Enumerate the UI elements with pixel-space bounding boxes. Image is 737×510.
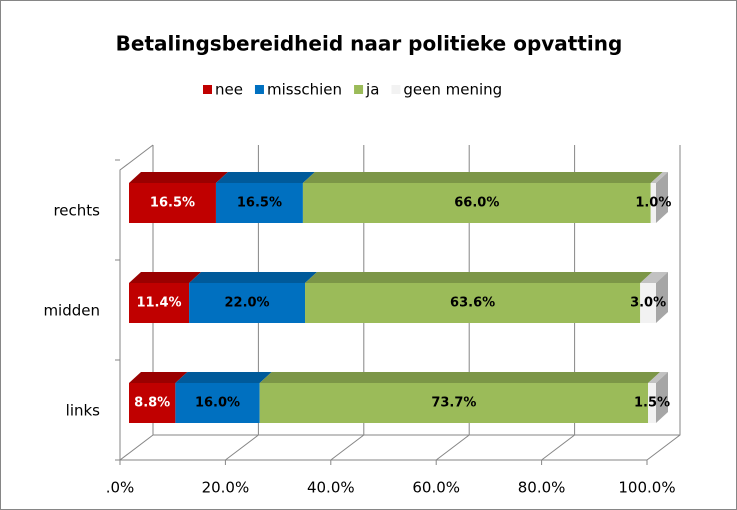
bar-top: [259, 372, 661, 383]
bar: [175, 383, 260, 423]
y-tick-label: links: [66, 402, 101, 420]
value-label: 11.4%: [136, 296, 181, 311]
x-tick-label: 100.0%: [618, 479, 675, 497]
bar: [259, 383, 649, 423]
value-label: 16.0%: [195, 396, 240, 411]
bar: [129, 383, 176, 423]
bar-top: [302, 172, 663, 183]
y-tick-label: rechts: [53, 202, 100, 220]
bar-top: [129, 172, 228, 183]
legend-label: ja: [365, 81, 379, 99]
legend-label: misschien: [267, 81, 342, 99]
bar: [302, 183, 651, 223]
bar: [129, 183, 216, 223]
value-label: 16.5%: [150, 196, 195, 211]
bar-top: [215, 172, 315, 183]
bar-side: [656, 272, 668, 323]
grid-line: [330, 145, 365, 461]
bar: [648, 383, 656, 423]
chart-title: Betalingsbereidheid naar politieke opvat…: [116, 32, 623, 56]
grid-line: [225, 145, 259, 461]
bar-top: [129, 372, 188, 383]
bar: [189, 283, 306, 323]
x-tick-label: 20.0%: [202, 479, 250, 497]
legend-label: nee: [215, 81, 243, 99]
bar-top: [189, 272, 318, 283]
x-tick-label: 40.0%: [307, 479, 355, 497]
x-tick-label: 80.0%: [518, 479, 566, 497]
value-label: 63.6%: [450, 296, 495, 311]
value-label: 3.0%: [630, 296, 666, 311]
bar: [305, 283, 641, 323]
bar: [129, 283, 190, 323]
value-label: 22.0%: [224, 296, 269, 311]
bar: [650, 183, 656, 223]
grid-line: [119, 145, 154, 461]
grid-line: [541, 145, 576, 461]
bar-top: [648, 372, 668, 383]
bar-top: [650, 172, 668, 183]
bar-top: [175, 372, 272, 383]
legend-swatch: [203, 85, 212, 94]
bar-side: [656, 172, 668, 223]
value-label: 8.8%: [134, 396, 170, 411]
bar: [215, 183, 303, 223]
value-label: 16.5%: [237, 196, 282, 211]
bar-side: [656, 372, 668, 423]
x-tick-label: 60.0%: [412, 479, 460, 497]
legend-swatch: [354, 85, 364, 94]
grid-line: [646, 145, 681, 461]
grid-line: [435, 145, 470, 461]
bar: [640, 283, 656, 323]
legend-swatch: [254, 85, 264, 94]
x-tick-label: .0%: [106, 479, 135, 497]
bar-top: [129, 272, 202, 283]
value-label: 1.5%: [634, 396, 670, 411]
value-label: 1.0%: [635, 196, 671, 211]
legend-label: geen mening: [403, 81, 502, 99]
value-label: 66.0%: [454, 196, 499, 211]
bar-top: [640, 272, 668, 283]
bar-top: [305, 272, 653, 283]
axis-left: [119, 144, 154, 460]
legend-swatch: [391, 85, 401, 94]
value-label: 73.7%: [431, 396, 476, 411]
y-tick-label: midden: [43, 302, 100, 320]
